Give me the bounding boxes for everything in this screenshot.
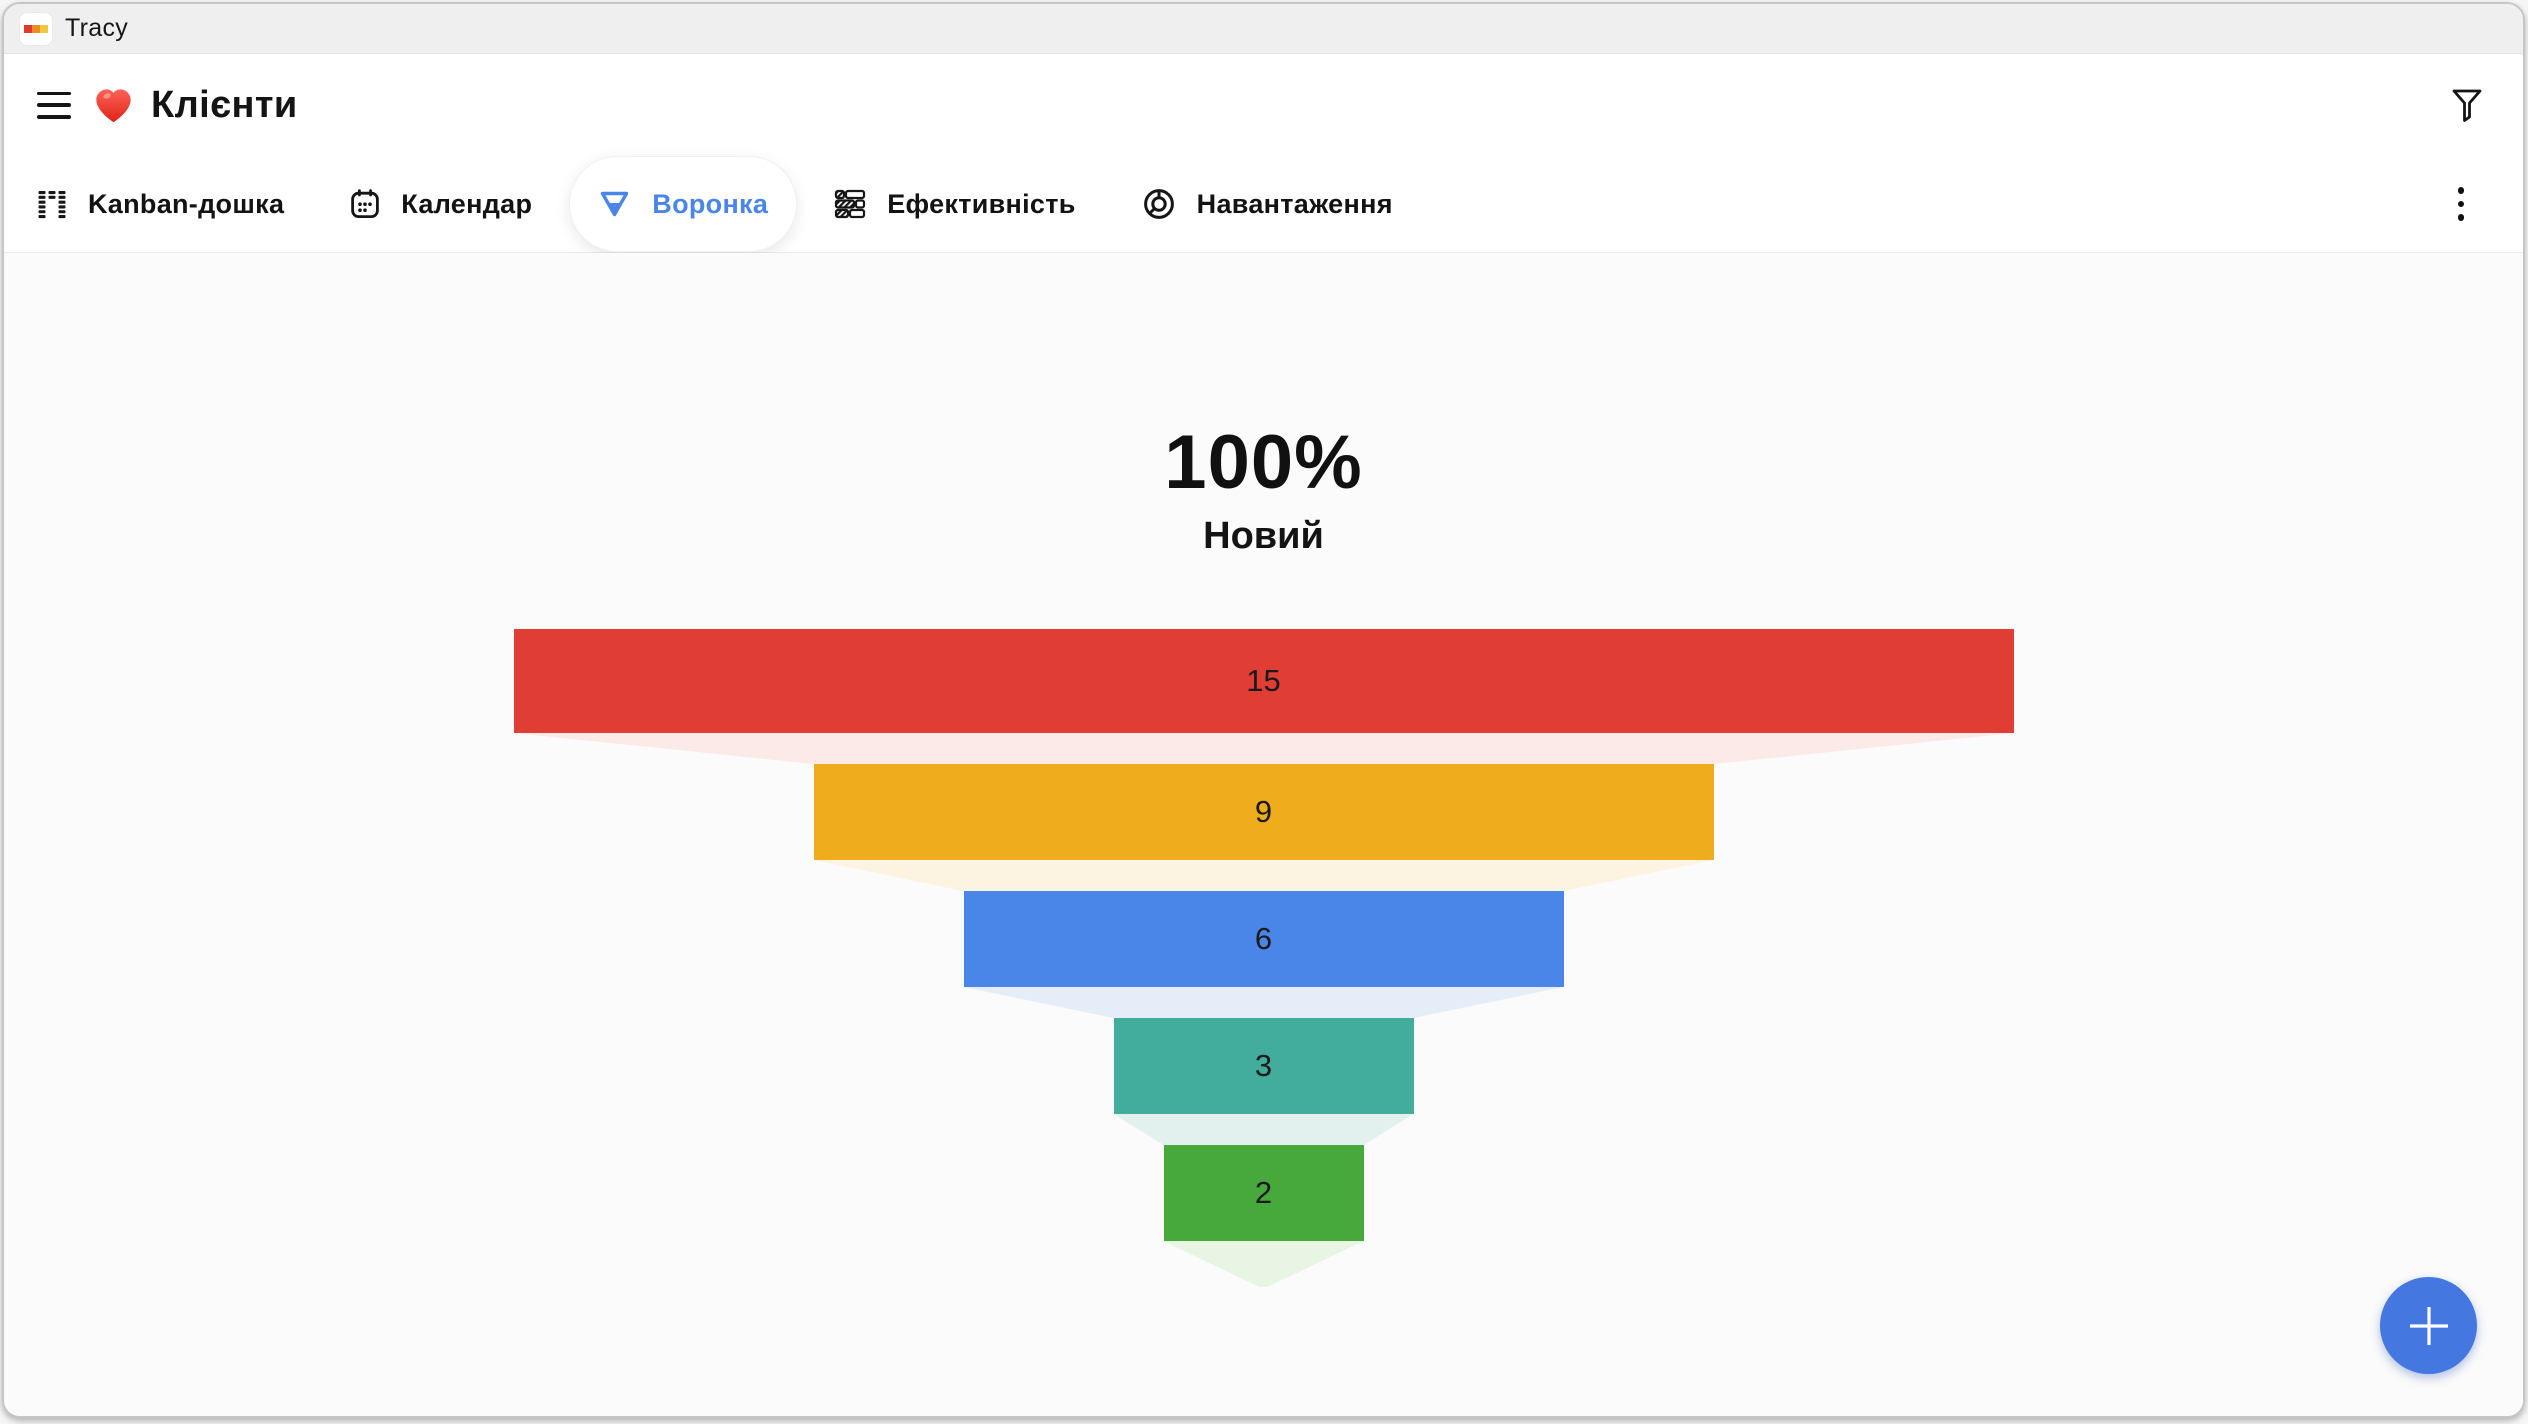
window-titlebar: Tracy	[4, 4, 2523, 54]
funnel-stage: 6	[504, 891, 2024, 1018]
funnel-connector	[513, 733, 2014, 764]
funnel-stages: 15 9 6 3 2	[504, 629, 2024, 1287]
load-donut-icon	[1142, 187, 1176, 221]
hamburger-menu-icon[interactable]	[37, 91, 71, 119]
plus-icon	[2409, 1306, 2448, 1345]
window-title: Tracy	[65, 14, 129, 42]
tracy-app-icon	[20, 12, 52, 45]
tab-label: Календар	[401, 188, 533, 219]
page-header: Клієнти	[4, 54, 2523, 156]
app-icon-orange-square	[32, 24, 40, 33]
kanban-board-icon	[37, 189, 67, 219]
funnel-stage: 3	[504, 1018, 2024, 1145]
funnel-stage: 9	[504, 764, 2024, 891]
funnel-bar[interactable]: 3	[1113, 1018, 1414, 1114]
view-tabbar: Kanban-дошка Календар	[4, 156, 2523, 253]
tab-calendar[interactable]: Календар	[321, 156, 561, 252]
funnel-connector	[963, 987, 1564, 1018]
efficiency-bars-icon	[834, 188, 866, 220]
kebab-vertical-icon[interactable]	[2441, 180, 2481, 228]
calendar-icon	[350, 189, 380, 219]
tab-funnel[interactable]: Воронка	[569, 156, 798, 252]
red-heart-icon	[96, 88, 131, 122]
funnel-stage: 2	[504, 1145, 2024, 1287]
filter-funnel-icon[interactable]	[2447, 85, 2487, 125]
funnel-connector	[1163, 1241, 1364, 1287]
funnel-view: 100% Новий 15 9 6 3 2	[4, 253, 2523, 1416]
tab-label: Kanban-дошка	[88, 188, 285, 219]
funnel-icon	[598, 189, 631, 219]
funnel-bar[interactable]: 2	[1163, 1145, 1364, 1241]
funnel-stage: 15	[504, 629, 2024, 764]
tab-label: Воронка	[652, 188, 769, 219]
tab-load[interactable]: Навантаження	[1113, 156, 1422, 252]
funnel-bar[interactable]: 15	[513, 629, 2014, 733]
funnel-bar[interactable]: 9	[813, 764, 1714, 860]
funnel-chart: 100% Новий 15 9 6 3 2	[504, 425, 2024, 1287]
funnel-top-stage-name: Новий	[1203, 515, 1324, 557]
tab-label: Ефективність	[887, 188, 1076, 219]
funnel-bar[interactable]: 6	[963, 891, 1564, 987]
app-icon-yellow-square	[40, 24, 48, 33]
tab-kanban-board[interactable]: Kanban-дошка	[8, 156, 313, 252]
tab-efficiency[interactable]: Ефективність	[805, 156, 1104, 252]
tab-label: Навантаження	[1196, 188, 1393, 219]
add-button[interactable]	[2380, 1277, 2477, 1374]
funnel-top-percent: 100%	[1164, 420, 1363, 505]
funnel-connector	[1113, 1114, 1414, 1145]
funnel-connector	[813, 860, 1714, 891]
app-icon-red-square	[24, 24, 32, 33]
page-title: Клієнти	[151, 83, 298, 126]
